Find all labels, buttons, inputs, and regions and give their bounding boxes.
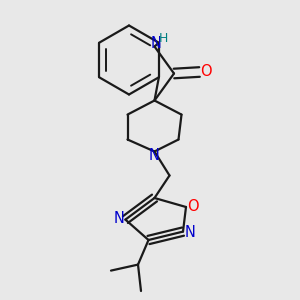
- Text: H: H: [159, 32, 168, 45]
- Text: N: N: [184, 225, 195, 240]
- Text: N: N: [113, 211, 124, 226]
- Text: O: O: [187, 199, 198, 214]
- Text: N: N: [151, 36, 161, 51]
- Text: O: O: [200, 64, 212, 80]
- Text: N: N: [149, 148, 160, 163]
